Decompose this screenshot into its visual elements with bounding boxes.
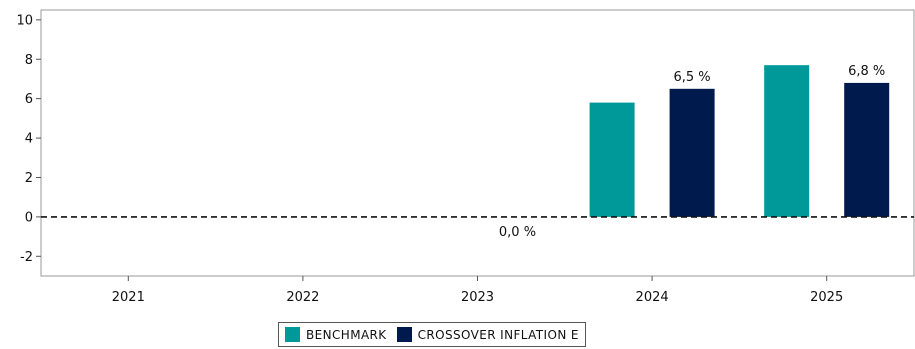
x-tick-label: 2025	[810, 290, 843, 305]
y-tick-label: 0	[25, 210, 33, 225]
x-tick-label: 2021	[112, 290, 145, 305]
legend: BENCHMARK CROSSOVER INFLATION E	[278, 322, 586, 347]
legend-item-crossover: CROSSOVER INFLATION E	[396, 327, 579, 342]
y-tick-label: 8	[25, 53, 33, 68]
y-tick-label: 4	[25, 132, 33, 147]
bar-crossover-inflation-e-2024	[669, 88, 715, 217]
x-tick-label: 2024	[636, 290, 669, 305]
x-tick-label: 2023	[461, 290, 494, 305]
x-axis: 2021 2022 2023 2024 2025	[112, 276, 843, 305]
bar-chart: 10 8 6 4 2 0 -2 2021 2022 2023 2024 2025 0,0 % 6,5 …	[16, 9, 915, 305]
bar-benchmark-2025	[764, 65, 810, 217]
y-tick-label: -2	[20, 250, 33, 265]
bars	[589, 65, 890, 217]
bar-crossover-inflation-e-2025	[844, 82, 890, 217]
y-tick-label: 2	[25, 171, 33, 186]
data-label: 6,8 %	[848, 64, 885, 79]
bar-benchmark-2024	[589, 102, 635, 217]
data-labels: 0,0 % 6,5 % 6,8 %	[499, 64, 885, 240]
x-tick-label: 2022	[286, 290, 319, 305]
legend-item-benchmark: BENCHMARK	[285, 327, 387, 342]
legend-label: BENCHMARK	[306, 327, 387, 342]
y-tick-label: 10	[16, 13, 33, 28]
data-label: 6,5 %	[674, 70, 711, 85]
legend-label: CROSSOVER INFLATION E	[417, 327, 579, 342]
legend-swatch-crossover	[396, 327, 412, 342]
data-label: 0,0 %	[499, 225, 536, 240]
legend-swatch-benchmark	[285, 327, 300, 342]
y-tick-label: 6	[25, 92, 33, 107]
y-axis: 10 8 6 4 2 0 -2	[16, 13, 41, 265]
